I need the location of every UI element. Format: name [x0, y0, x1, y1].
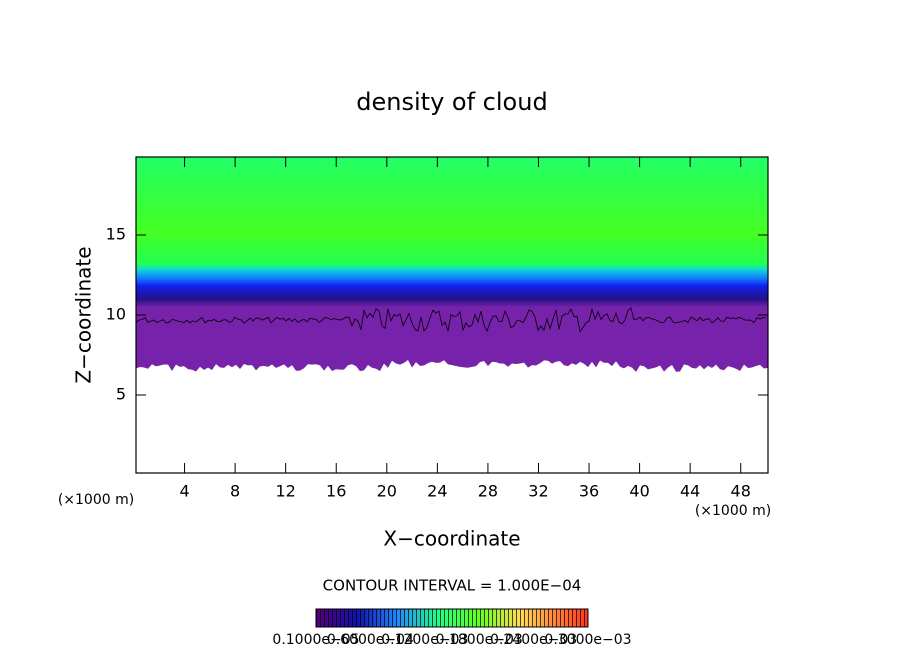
colorbar-label: 0.1200e−03 — [381, 632, 468, 648]
x-tick-label: 28 — [478, 482, 498, 501]
colorbar-stripes — [315, 608, 589, 628]
x-tick-label: 40 — [629, 482, 649, 501]
x-tick-label: 8 — [230, 482, 240, 501]
cloud-field — [136, 157, 768, 372]
contour-interval: CONTOUR INTERVAL = 1.000E−04 — [323, 577, 582, 595]
x-tick-label: 36 — [579, 482, 599, 501]
colorbar-label: 0.2400e−03 — [490, 632, 577, 648]
y-tick-label: 10 — [106, 305, 126, 324]
colorbar-label: 0.1000e−05 — [272, 632, 359, 648]
x-tick-label: 44 — [680, 482, 700, 501]
x-tick-label: 16 — [326, 482, 346, 501]
x-tick-label: 48 — [731, 482, 751, 501]
y-tick-label: 15 — [106, 225, 126, 244]
y-tick-label: 5 — [116, 385, 126, 404]
y-unit: (×1000 m) — [58, 492, 134, 508]
x-tick-label: 12 — [276, 482, 296, 501]
x-tick-label: 4 — [179, 482, 189, 501]
colorbar-label: 0.1800e−03 — [436, 632, 523, 648]
field — [136, 157, 768, 372]
x-axis-label: X−coordinate — [383, 527, 520, 551]
chart-title: density of cloud — [356, 88, 547, 116]
contour-line — [136, 307, 767, 333]
colorbar-label: 0.6000e−04 — [327, 632, 414, 648]
y-axis-label: Z−coordinate — [72, 246, 96, 383]
colorbar-label: 0.3000e−03 — [544, 632, 631, 648]
x-tick-label: 32 — [528, 482, 548, 501]
x-unit: (×1000 m) — [695, 503, 771, 519]
x-tick-label: 20 — [377, 482, 397, 501]
x-tick-label: 24 — [427, 482, 447, 501]
